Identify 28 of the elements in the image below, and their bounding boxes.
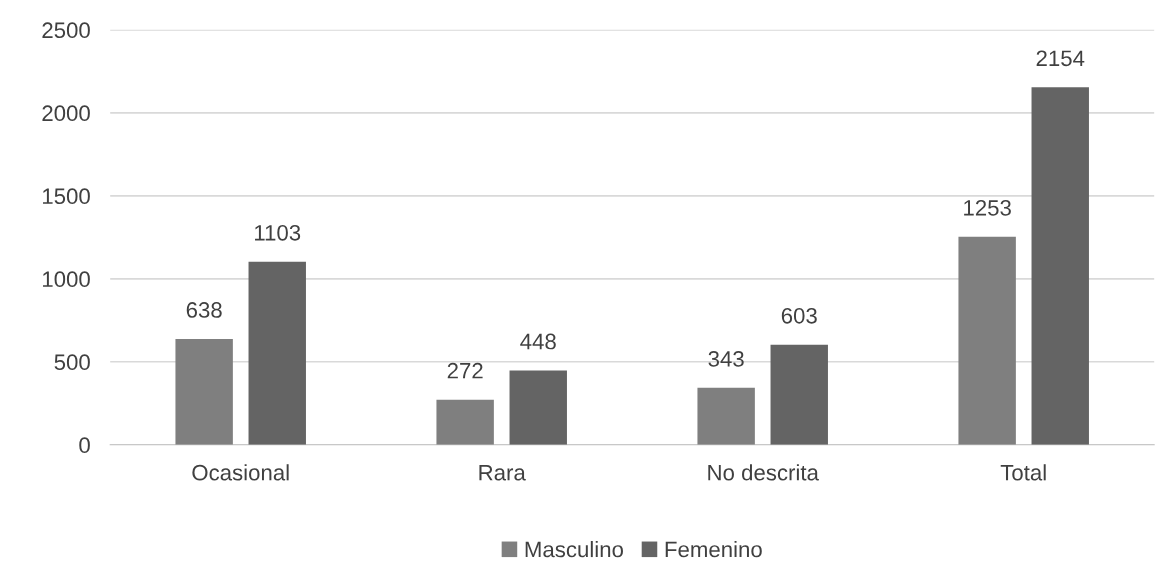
data-label: 1103 xyxy=(255,224,301,241)
y-tick-label: 2500 xyxy=(42,22,90,39)
data-label: 2154 xyxy=(1036,50,1085,67)
data-label: 343 xyxy=(708,351,744,367)
bar xyxy=(175,338,233,445)
bar xyxy=(509,370,567,445)
x-tick-label: Rara xyxy=(479,465,526,481)
legend-label: Femenino xyxy=(665,540,762,558)
data-label: 638 xyxy=(186,302,222,318)
data-label: 603 xyxy=(781,307,817,324)
data-label: 448 xyxy=(520,333,556,350)
y-tick-label: 0 xyxy=(79,437,90,454)
x-tick-label: Ocasional xyxy=(192,464,289,481)
x-tick-label: Total xyxy=(1000,464,1046,481)
y-tick-label: 500 xyxy=(54,354,90,371)
bar xyxy=(770,344,828,445)
bar xyxy=(1031,87,1089,445)
data-label: 272 xyxy=(447,362,483,379)
y-tick-label: 1500 xyxy=(43,188,90,205)
legend-label: Masculino xyxy=(525,540,623,558)
y-tick-label: 2000 xyxy=(42,105,90,122)
x-tick-label: No descrita xyxy=(708,464,819,481)
y-tick-label: 1000 xyxy=(43,271,90,288)
bar xyxy=(436,399,494,445)
data-label: 1253 xyxy=(964,200,1011,216)
bar xyxy=(697,387,755,445)
bar xyxy=(958,236,1016,445)
bar xyxy=(248,261,306,445)
